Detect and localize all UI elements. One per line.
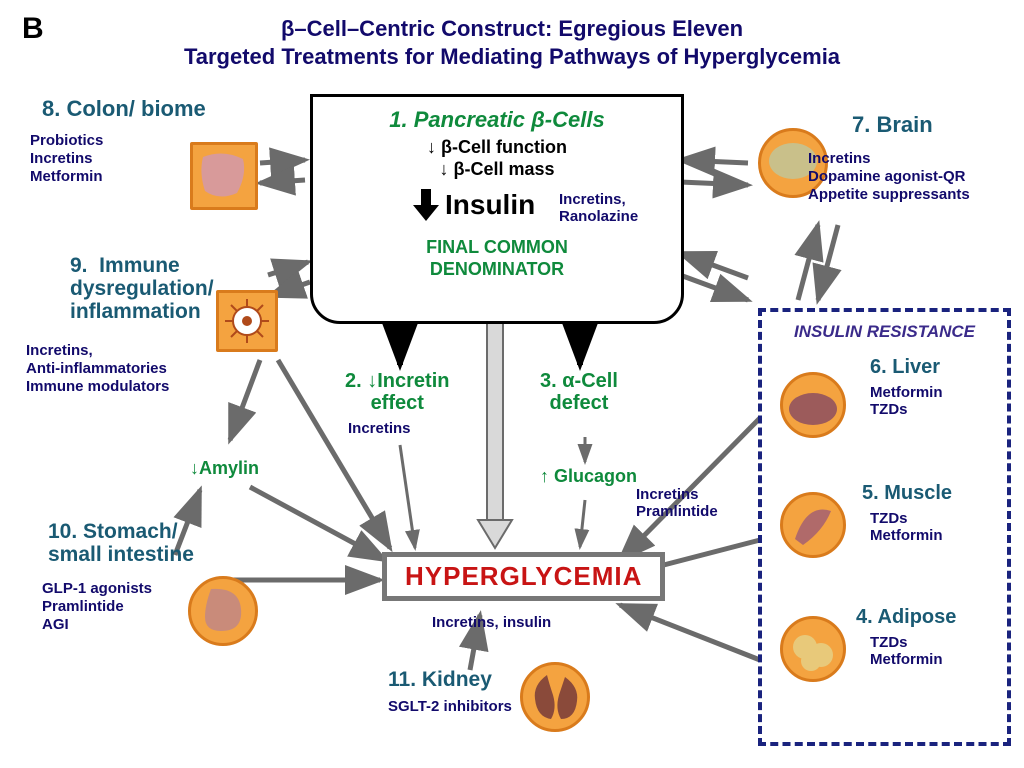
kidney-label: 11. Kidney [388, 668, 492, 692]
center-line1: ↓ β-Cell function [313, 137, 681, 158]
colon-icon [190, 142, 258, 210]
down-arrow-icon [413, 189, 439, 215]
adipose-label: 4. Adipose [856, 606, 956, 629]
stomach-icon [188, 576, 258, 646]
stomach-label: 10. Stomach/ small intestine [48, 520, 194, 566]
muscle-label: 5. Muscle [862, 482, 952, 505]
muscle-icon [780, 492, 846, 558]
insulin-resistance-box: INSULIN RESISTANCE 6. Liver Metformin TZ… [758, 308, 1011, 746]
final-common-denom: FINAL COMMON DENOMINATOR [313, 237, 681, 280]
liver-icon [780, 372, 846, 438]
liver-label: 6. Liver [870, 356, 940, 379]
alpha-tx: Incretins Pramlintide [636, 486, 718, 521]
insulin-word: Insulin [445, 189, 535, 221]
stomach-tx: GLP-1 agonists Pramlintide AGI [42, 580, 152, 634]
center-tx: Incretins, Ranolazine [559, 191, 638, 226]
center-box: 1. Pancreatic β-Cells ↓ β-Cell function … [310, 94, 684, 324]
liver-tx: Metformin TZDs [870, 384, 943, 419]
hyperglycemia-box: HYPERGLYCEMIA [382, 552, 665, 601]
glucagon-label: ↑ Glucagon [540, 466, 637, 487]
adipose-icon [780, 616, 846, 682]
colon-label: 8. Colon/ biome [42, 96, 206, 122]
alpha-label: 3. α-Cell defect [540, 370, 618, 414]
immune-tx: Incretins, Anti-inflammatories Immune mo… [26, 342, 169, 396]
title-line-1: β–Cell–Centric Construct: Egregious Elev… [0, 16, 1024, 42]
colon-tx: Probiotics Incretins Metformin [30, 132, 103, 186]
brain-label: 7. Brain [852, 112, 933, 138]
brain-tx: Incretins Dopamine agonist-QR Appetite s… [808, 150, 970, 204]
adipose-tx: TZDs Metformin [870, 634, 943, 669]
immune-icon [216, 290, 278, 352]
muscle-tx: TZDs Metformin [870, 510, 943, 545]
immune-label: 9. Immune dysregulation/ inflammation [70, 254, 214, 323]
hyper-foot-tx: Incretins, insulin [432, 614, 551, 631]
incretin-label: 2. ↓Incretin effect [345, 370, 449, 414]
kidney-icon [520, 662, 590, 732]
amylin-label: ↓Amylin [190, 458, 259, 479]
center-heading: 1. Pancreatic β-Cells [313, 107, 681, 133]
title-line-2: Targeted Treatments for Mediating Pathwa… [0, 44, 1024, 70]
center-line2: ↓ β-Cell mass [313, 159, 681, 180]
ir-title: INSULIN RESISTANCE [762, 322, 1007, 342]
kidney-tx: SGLT-2 inhibitors [388, 698, 512, 715]
incretin-tx: Incretins [348, 420, 411, 437]
